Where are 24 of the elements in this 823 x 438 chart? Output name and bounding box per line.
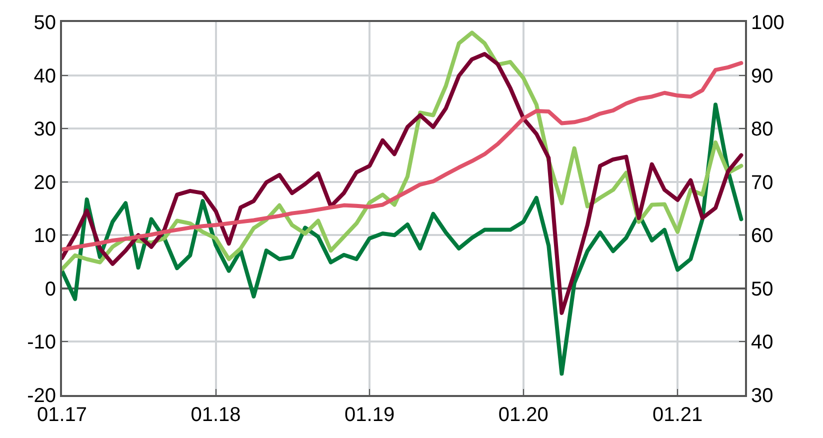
line-series: [62, 102, 744, 376]
line-series: [62, 61, 744, 252]
y-tick-label: 10: [34, 225, 56, 248]
y-tick-label: 0: [44, 278, 56, 300]
x-tick-label: 01.17: [36, 404, 88, 426]
y2-tick-label: 30: [751, 385, 774, 407]
y2-tick-label: 90: [751, 65, 774, 88]
y-tick-label: 30: [34, 118, 56, 141]
y-tick-label: 20: [34, 172, 56, 194]
y2-tick-label: 40: [751, 332, 774, 354]
x-tick-label: 01.19: [344, 404, 395, 426]
y2-tick-label: 100: [751, 12, 784, 34]
y-tick-label: -20: [27, 385, 56, 407]
y2-tick-label: 70: [751, 172, 774, 194]
y2-tick-label: 80: [751, 118, 774, 141]
x-tick-label: 01.21: [652, 404, 703, 426]
x-tick-label: 01.18: [190, 404, 241, 426]
y2-tick-label: 60: [751, 225, 774, 248]
y-tick-label: -10: [27, 332, 56, 354]
line-series: [62, 52, 744, 315]
y-tick-label: 50: [34, 12, 56, 34]
y-tick-label: 40: [34, 65, 56, 88]
x-tick-label: 01.20: [498, 404, 548, 426]
y2-tick-label: 50: [751, 278, 774, 300]
